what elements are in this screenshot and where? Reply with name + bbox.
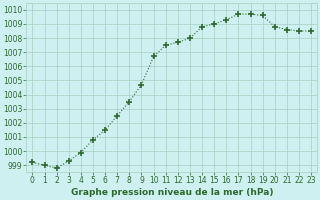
X-axis label: Graphe pression niveau de la mer (hPa): Graphe pression niveau de la mer (hPa) [70,188,273,197]
